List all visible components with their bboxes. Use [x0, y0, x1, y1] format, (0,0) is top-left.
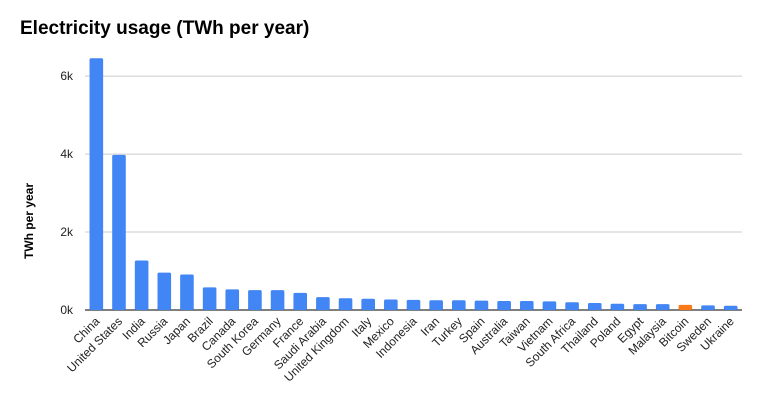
bar-iran: [429, 300, 443, 310]
y-tick-label: 0k: [60, 303, 74, 317]
bar-poland: [610, 303, 625, 310]
bar-india: [134, 260, 149, 310]
bar-malaysia: [655, 304, 670, 310]
bar-france: [293, 292, 308, 310]
y-axis-label: TWh per year: [22, 183, 36, 259]
bar-taiwan: [519, 301, 534, 310]
bar-south-korea: [248, 290, 262, 310]
bar-ukraine: [723, 305, 738, 310]
bar-bitcoin: [678, 304, 693, 310]
bar-egypt: [633, 304, 647, 310]
bar-mexico: [384, 299, 398, 310]
bar-thailand: [587, 302, 602, 310]
y-tick-label: 4k: [60, 147, 74, 161]
bar-saudi-arabia: [316, 297, 330, 310]
bars-layer: [89, 58, 738, 310]
bar-japan: [180, 274, 194, 310]
bar-sweden: [701, 305, 715, 310]
chart-title: Electricity usage (TWh per year): [20, 18, 310, 39]
bar-russia: [157, 272, 172, 310]
bar-spain: [474, 300, 489, 310]
y-tick-label: 6k: [60, 69, 74, 83]
bar-brazil: [202, 287, 217, 310]
bar-china: [89, 58, 104, 310]
bar-vietnam: [542, 301, 557, 310]
bar-united-states: [112, 154, 126, 310]
bar-germany: [270, 290, 285, 310]
bar-italy: [361, 298, 375, 310]
bar-united-kingdom: [338, 298, 353, 310]
bar-canada: [225, 289, 240, 310]
y-axis-ticks: 0k 2k 4k 6k: [60, 69, 74, 317]
bar-australia: [497, 301, 511, 310]
bar-south-africa: [565, 302, 579, 310]
y-tick-label: 2k: [60, 225, 74, 239]
bar-turkey: [452, 300, 466, 310]
bar-indonesia: [406, 299, 421, 310]
